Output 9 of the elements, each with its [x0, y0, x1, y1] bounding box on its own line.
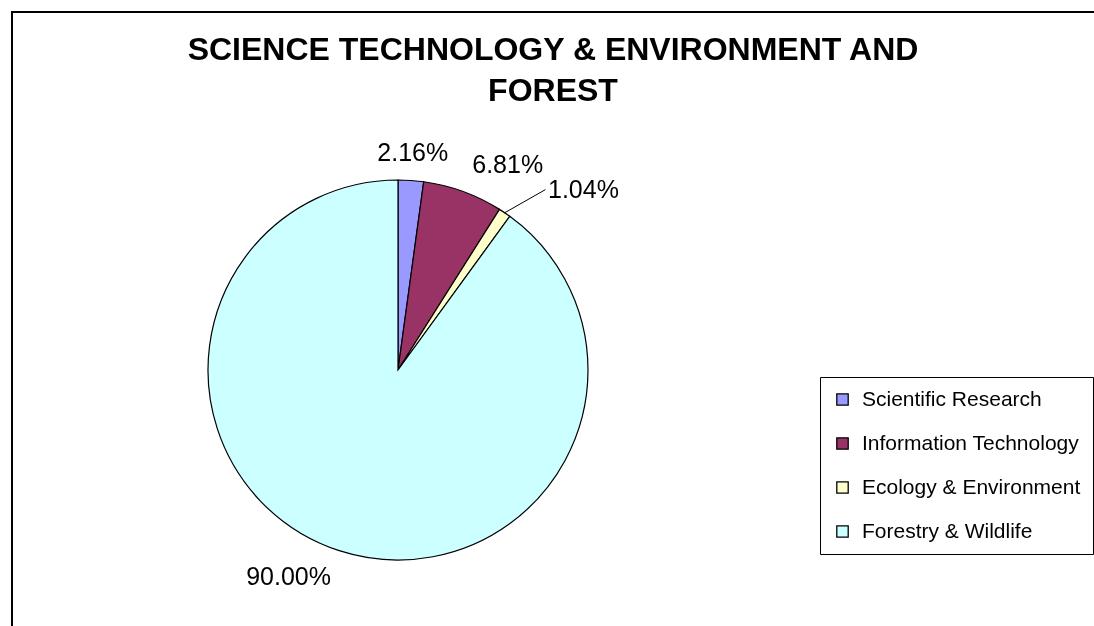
data-label: 2.16% — [377, 137, 449, 166]
data-label: 90.00% — [246, 562, 331, 591]
chart-title: SCIENCE TECHNOLOGY & ENVIRONMENT AND FOREST — [187, 31, 919, 108]
data-label: 6.81% — [472, 150, 544, 179]
legend-label: Forestry & Wildlife — [862, 518, 1033, 542]
legend-label: Ecology & Environment — [862, 474, 1081, 498]
data-label: 1.04% — [547, 174, 619, 203]
legend-label: Information Technology — [862, 430, 1080, 454]
legend-label: Scientific Research — [862, 386, 1042, 410]
